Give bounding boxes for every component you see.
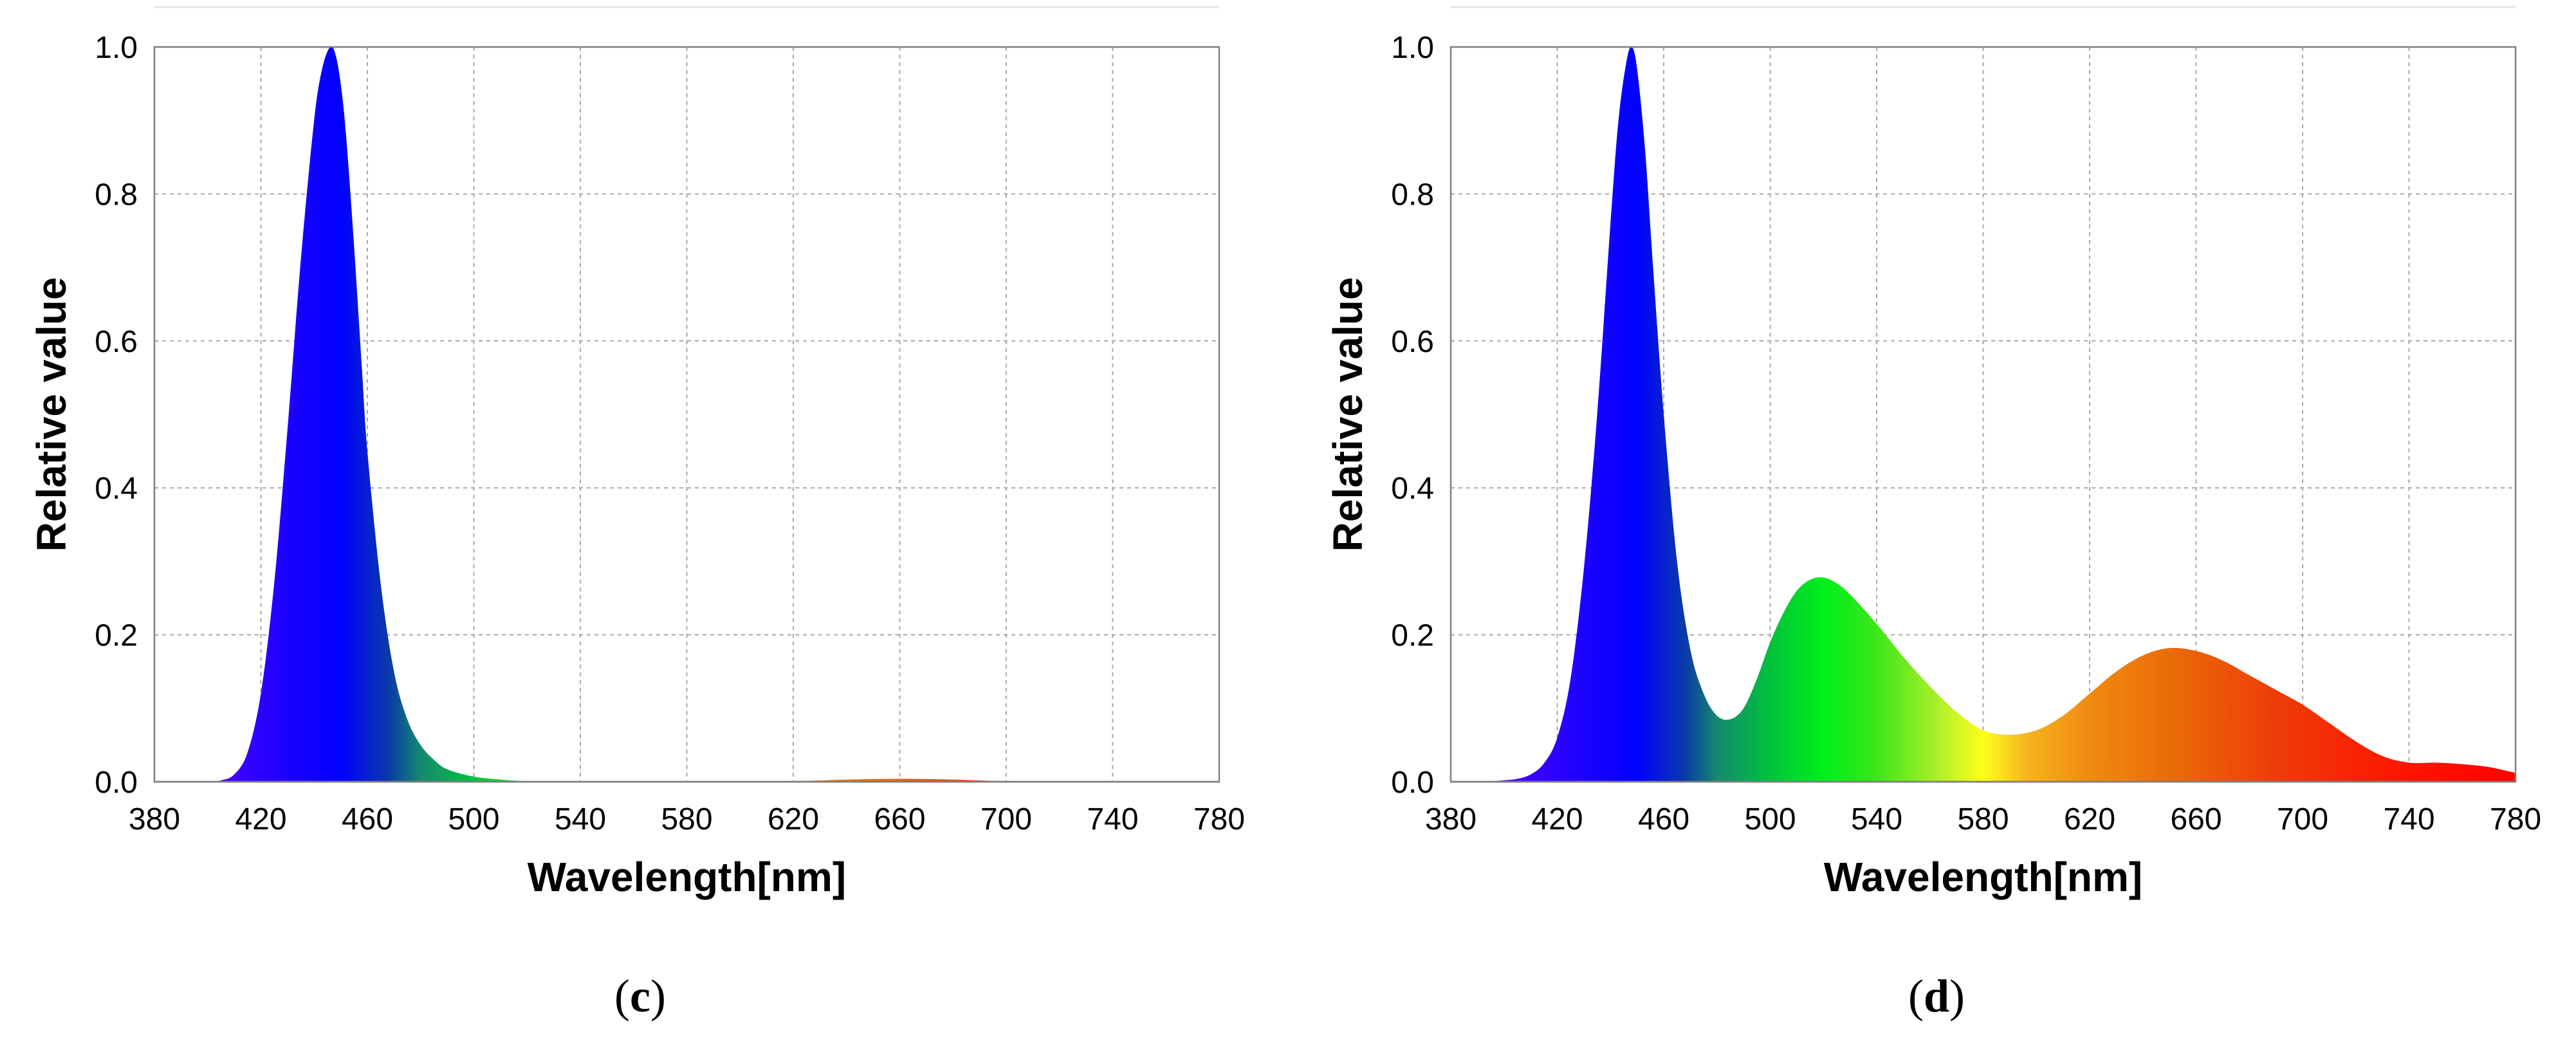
x-tick-label: 540 bbox=[555, 802, 606, 836]
y-tick-label: 0.2 bbox=[95, 619, 138, 653]
y-tick-label: 0.2 bbox=[1391, 619, 1434, 653]
y-tick-label: 1.0 bbox=[1391, 31, 1434, 65]
plot-frame bbox=[153, 46, 1220, 783]
x-tick-label: 700 bbox=[2277, 802, 2328, 836]
x-tick-label: 420 bbox=[1531, 802, 1583, 836]
y-tick-label: 0.8 bbox=[95, 178, 138, 212]
x-tick-label: 700 bbox=[980, 802, 1032, 836]
y-axis-title: Relative value bbox=[1325, 277, 1371, 552]
x-tick-label: 660 bbox=[2170, 802, 2222, 836]
x-tick-label: 420 bbox=[235, 802, 286, 836]
spectrum-area bbox=[154, 46, 1219, 782]
x-tick-label: 780 bbox=[1193, 802, 1245, 836]
chart-panel-c: 380 420 460 500 540 580 620 660 700 740 780 0.0 0.2 0… bbox=[28, 6, 1245, 1022]
x-tick-label: 740 bbox=[2383, 802, 2434, 836]
x-tick-label: 540 bbox=[1851, 802, 1902, 836]
x-tick-label: 660 bbox=[874, 802, 925, 836]
plot-frame bbox=[1449, 46, 2517, 783]
x-tick-label: 740 bbox=[1087, 802, 1138, 836]
x-tick-label: 460 bbox=[1638, 802, 1689, 836]
y-tick-label: 0.6 bbox=[95, 325, 138, 359]
x-tick-label: 780 bbox=[2490, 802, 2541, 836]
x-tick-label: 380 bbox=[1425, 802, 1477, 836]
y-axis-title: Relative value bbox=[28, 277, 75, 552]
x-tick-label: 580 bbox=[1957, 802, 2009, 836]
x-tick-label: 500 bbox=[1744, 802, 1796, 836]
y-tick-label: 0.8 bbox=[1391, 178, 1434, 212]
x-axis-title: Wavelength[nm] bbox=[1824, 854, 2142, 900]
x-tick-label: 620 bbox=[2064, 802, 2115, 836]
y-tick-label: 0.0 bbox=[95, 766, 138, 800]
x-tick-label: 620 bbox=[768, 802, 819, 836]
y-tick-label: 0.4 bbox=[1391, 472, 1434, 506]
x-tick-label: 580 bbox=[661, 802, 712, 836]
y-tick-label: 0.6 bbox=[1391, 325, 1434, 359]
panel-label: (d) bbox=[1908, 970, 1965, 1022]
chart-panel-d: 380 420 460 500 540 580 620 660 700 740 780 0.0 0.2 0… bbox=[1325, 6, 2541, 1022]
y-tick-label: 0.4 bbox=[95, 472, 138, 506]
x-tick-label: 500 bbox=[448, 802, 499, 836]
x-tick-label: 460 bbox=[342, 802, 393, 836]
y-tick-label: 0.0 bbox=[1391, 766, 1434, 800]
x-axis-title: Wavelength[nm] bbox=[528, 854, 846, 900]
x-tick-label: 380 bbox=[129, 802, 180, 836]
panel-label: (c) bbox=[614, 970, 666, 1022]
y-tick-label: 1.0 bbox=[95, 31, 138, 65]
